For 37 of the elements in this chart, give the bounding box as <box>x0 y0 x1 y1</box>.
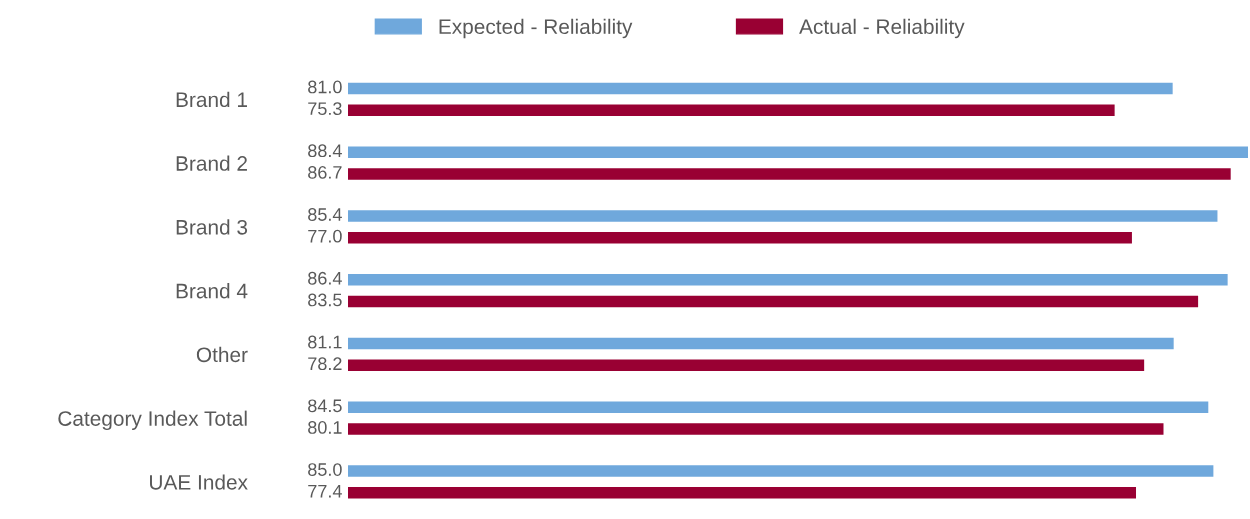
legend-label: Actual - Reliability <box>799 18 965 39</box>
y-tick-label: Brand 3 <box>176 219 248 235</box>
y-tick-label: Other <box>196 346 248 363</box>
data-label: 86.4 <box>308 271 342 285</box>
data-label: 86.7 <box>308 166 342 179</box>
data-label: 85.4 <box>308 208 342 221</box>
bar <box>348 401 1209 414</box>
data-label: 77.4 <box>308 485 342 498</box>
bar <box>348 487 1137 499</box>
data-label: 75.3 <box>308 102 342 116</box>
data-label: 81.0 <box>308 80 342 94</box>
bar <box>348 168 1231 180</box>
data-label: 88.4 <box>308 144 342 158</box>
data-label: 77.0 <box>308 229 342 243</box>
data-label: 80.1 <box>308 421 342 434</box>
data-label: 84.5 <box>308 399 342 413</box>
bar <box>348 146 1248 159</box>
legend-label: Expected - Reliability <box>439 18 633 39</box>
y-tick-label: Brand 2 <box>176 155 247 171</box>
bar <box>348 295 1199 308</box>
bar <box>348 359 1145 371</box>
data-label: 78.2 <box>308 357 342 371</box>
bar <box>348 82 1173 95</box>
bar <box>348 231 1132 244</box>
bar <box>348 465 1214 477</box>
bar <box>348 210 1218 222</box>
bar <box>348 274 1228 286</box>
y-tick-label: Brand 1 <box>176 91 247 108</box>
bar <box>348 337 1174 350</box>
y-tick-label: Brand 4 <box>176 283 248 299</box>
bar <box>348 423 1164 435</box>
y-tick-label: Category Index Total <box>58 410 247 431</box>
bar <box>348 104 1115 116</box>
y-tick-label: UAE Index <box>150 474 248 490</box>
data-label: 83.5 <box>308 293 342 307</box>
data-label: 81.1 <box>308 335 342 349</box>
data-label: 85.0 <box>308 463 342 476</box>
